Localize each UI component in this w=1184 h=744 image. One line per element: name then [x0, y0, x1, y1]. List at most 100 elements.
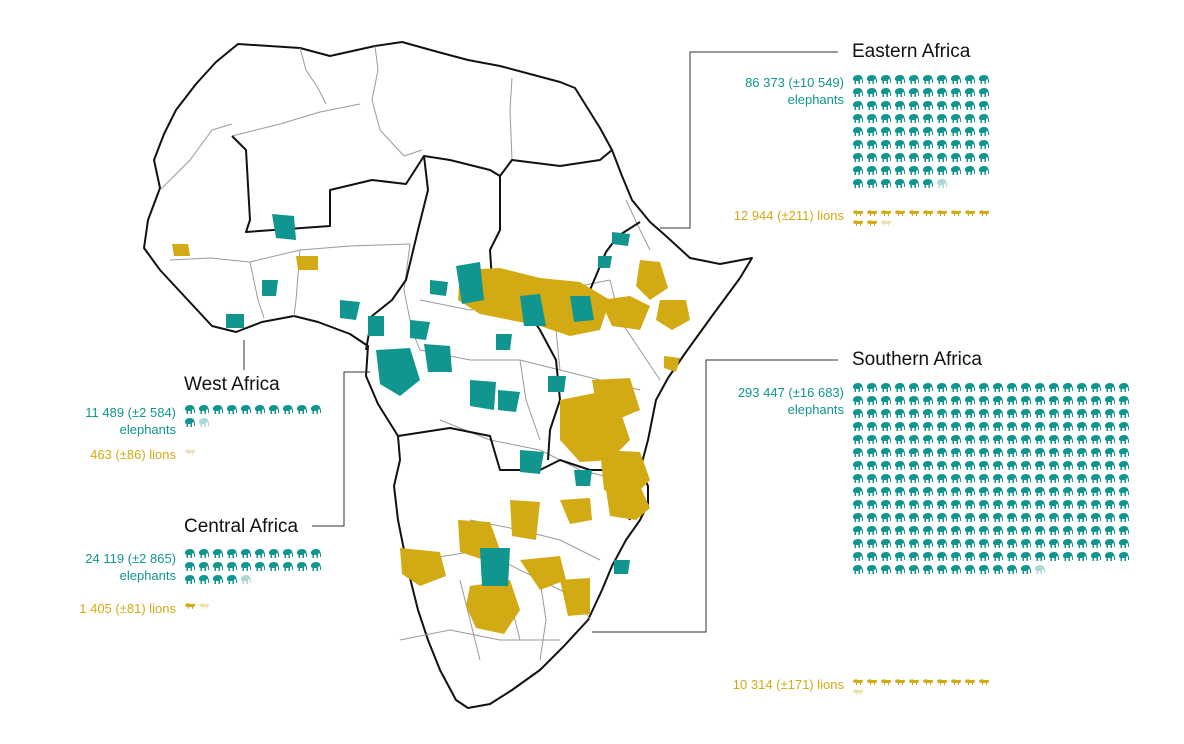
elephant-icon [951, 539, 961, 548]
elephant-icon [1035, 565, 1045, 574]
elephant-icon [311, 549, 321, 558]
elephant-icon [937, 500, 947, 509]
elephant-icon [923, 474, 933, 483]
elephant-icon [199, 418, 209, 427]
elephant-icon [867, 383, 877, 392]
lion-count-central: 1 405 (±81) lions [79, 601, 176, 616]
elephant-icon [1007, 461, 1017, 470]
elephant-icon [185, 562, 195, 571]
elephant-icon [867, 101, 877, 110]
elephant-icon [853, 448, 863, 457]
elephant-icon [1021, 461, 1031, 470]
elephant-icon [937, 75, 947, 84]
elephant-icon [937, 487, 947, 496]
elephant-icon [909, 448, 919, 457]
elephant-icon [853, 552, 863, 561]
elephant-icon [881, 127, 891, 136]
elephant-icon [227, 575, 237, 584]
lion-icon [853, 679, 863, 685]
elephant-icon [937, 114, 947, 123]
elephant-icon [979, 526, 989, 535]
elephant-icon [1119, 474, 1129, 483]
elephant-icon [1091, 422, 1101, 431]
elephant-icon [895, 101, 905, 110]
elephant-icon [853, 461, 863, 470]
elephant-icon [923, 526, 933, 535]
elephant-icon [1007, 487, 1017, 496]
elephant-icon [993, 383, 1003, 392]
elephant-icon [909, 140, 919, 149]
elephant-count-text: 11 489 (±2 584) [85, 405, 176, 420]
elephant-icon [965, 526, 975, 535]
elephant-icon [937, 88, 947, 97]
leader-line-southern [592, 359, 838, 633]
elephant-icon [1077, 435, 1087, 444]
elephant-icon [965, 101, 975, 110]
elephant-icon [895, 166, 905, 175]
elephant-icon [951, 474, 961, 483]
elephant-icon [1105, 487, 1115, 496]
elephant-icon [1007, 500, 1017, 509]
elephant-icon [937, 140, 947, 149]
elephant-icon [951, 153, 961, 162]
elephant-icon [951, 422, 961, 431]
elephant-icon [951, 88, 961, 97]
elephant-icon [937, 565, 947, 574]
elephant-icon [979, 127, 989, 136]
elephant-icon [853, 526, 863, 535]
elephant-icon [979, 153, 989, 162]
elephant-icon [1063, 396, 1073, 405]
elephant-icon [965, 461, 975, 470]
elephant-icon [881, 88, 891, 97]
elephant-icon [1035, 552, 1045, 561]
elephant-icon [909, 539, 919, 548]
elephant-icon [311, 405, 321, 414]
elephant-icon [965, 552, 975, 561]
elephant-icon [965, 114, 975, 123]
elephant-icon [853, 435, 863, 444]
elephant-icon [937, 409, 947, 418]
elephant-icon [1091, 435, 1101, 444]
elephant-icon [965, 75, 975, 84]
elephant-icon [923, 140, 933, 149]
elephant-icon [881, 487, 891, 496]
elephant-icon [965, 396, 975, 405]
elephant-icon [269, 562, 279, 571]
lion-icon [867, 220, 877, 226]
elephant-icon [1035, 435, 1045, 444]
elephant-icon [1021, 513, 1031, 522]
elephant-icon [1021, 487, 1031, 496]
elephant-icon [1035, 448, 1045, 457]
elephant-icon [283, 562, 293, 571]
lion-icons-west [184, 448, 334, 458]
elephant-icon [199, 562, 209, 571]
elephant-icon [895, 461, 905, 470]
elephant-icon [1077, 383, 1087, 392]
elephant-icon [269, 405, 279, 414]
elephant-icons-central [184, 548, 334, 587]
elephant-icon [1077, 396, 1087, 405]
elephant-icon [1021, 565, 1031, 574]
elephant-icon [853, 422, 863, 431]
elephant-icon [937, 396, 947, 405]
elephant-icon [979, 565, 989, 574]
elephant-icon [867, 461, 877, 470]
elephant-icon [937, 552, 947, 561]
elephant-icon [881, 552, 891, 561]
elephant-icon [1021, 435, 1031, 444]
elephant-range [226, 214, 630, 586]
elephant-icon [853, 114, 863, 123]
elephant-icon [1049, 396, 1059, 405]
elephant-icon [255, 549, 265, 558]
elephant-icon [965, 127, 975, 136]
elephant-icon [185, 575, 195, 584]
elephant-icon [923, 75, 933, 84]
elephant-icon [895, 539, 905, 548]
elephant-icon [867, 127, 877, 136]
elephant-icon [213, 575, 223, 584]
elephant-icon [965, 435, 975, 444]
elephant-icon [867, 140, 877, 149]
elephant-icon [853, 179, 863, 188]
elephant-icon [909, 179, 919, 188]
elephant-icon [867, 500, 877, 509]
